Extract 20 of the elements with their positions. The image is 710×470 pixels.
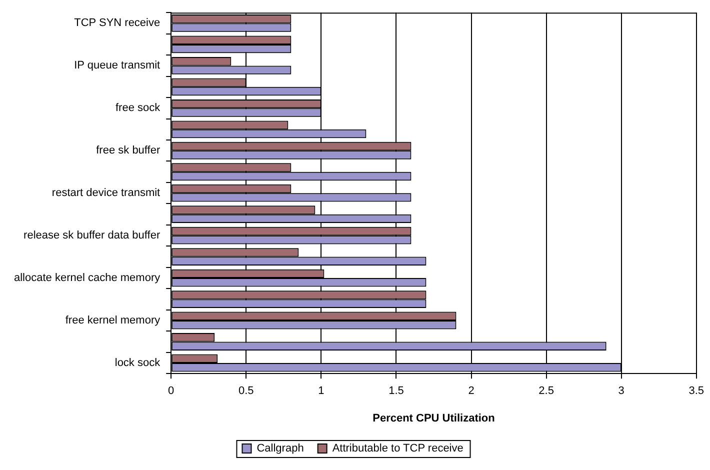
x-tick-label: 0 bbox=[168, 385, 174, 398]
legend-label: Callgraph bbox=[256, 442, 304, 455]
y-tick-label: TCP SYN receive bbox=[74, 17, 160, 30]
x-tick-label: 3.5 bbox=[688, 385, 704, 398]
legend-label: Attributable to TCP receive bbox=[332, 442, 464, 455]
y-tick-label: restart device transmit bbox=[52, 187, 160, 200]
x-axis-title: Percent CPU Utilization bbox=[372, 412, 496, 424]
x-tick-label: 1.5 bbox=[388, 385, 404, 398]
y-tick-label: release sk buffer data buffer bbox=[24, 230, 160, 242]
x-tick-label: 2.5 bbox=[538, 385, 554, 398]
y-tick-label: free sock bbox=[115, 102, 161, 114]
x-tick-label: 3 bbox=[618, 385, 624, 398]
y-tick-label: IP queue transmit bbox=[74, 60, 160, 72]
y-tick-label: lock sock bbox=[114, 357, 161, 370]
x-tick-label: 1 bbox=[318, 385, 324, 398]
x-tick-label: 2 bbox=[468, 385, 474, 398]
x-tick-label: 0.5 bbox=[238, 385, 254, 398]
y-tick-label: allocate kernel cache memory bbox=[14, 272, 161, 284]
y-tick-label: free sk buffer bbox=[96, 144, 160, 157]
y-tick-label: free kernel memory bbox=[65, 314, 161, 327]
